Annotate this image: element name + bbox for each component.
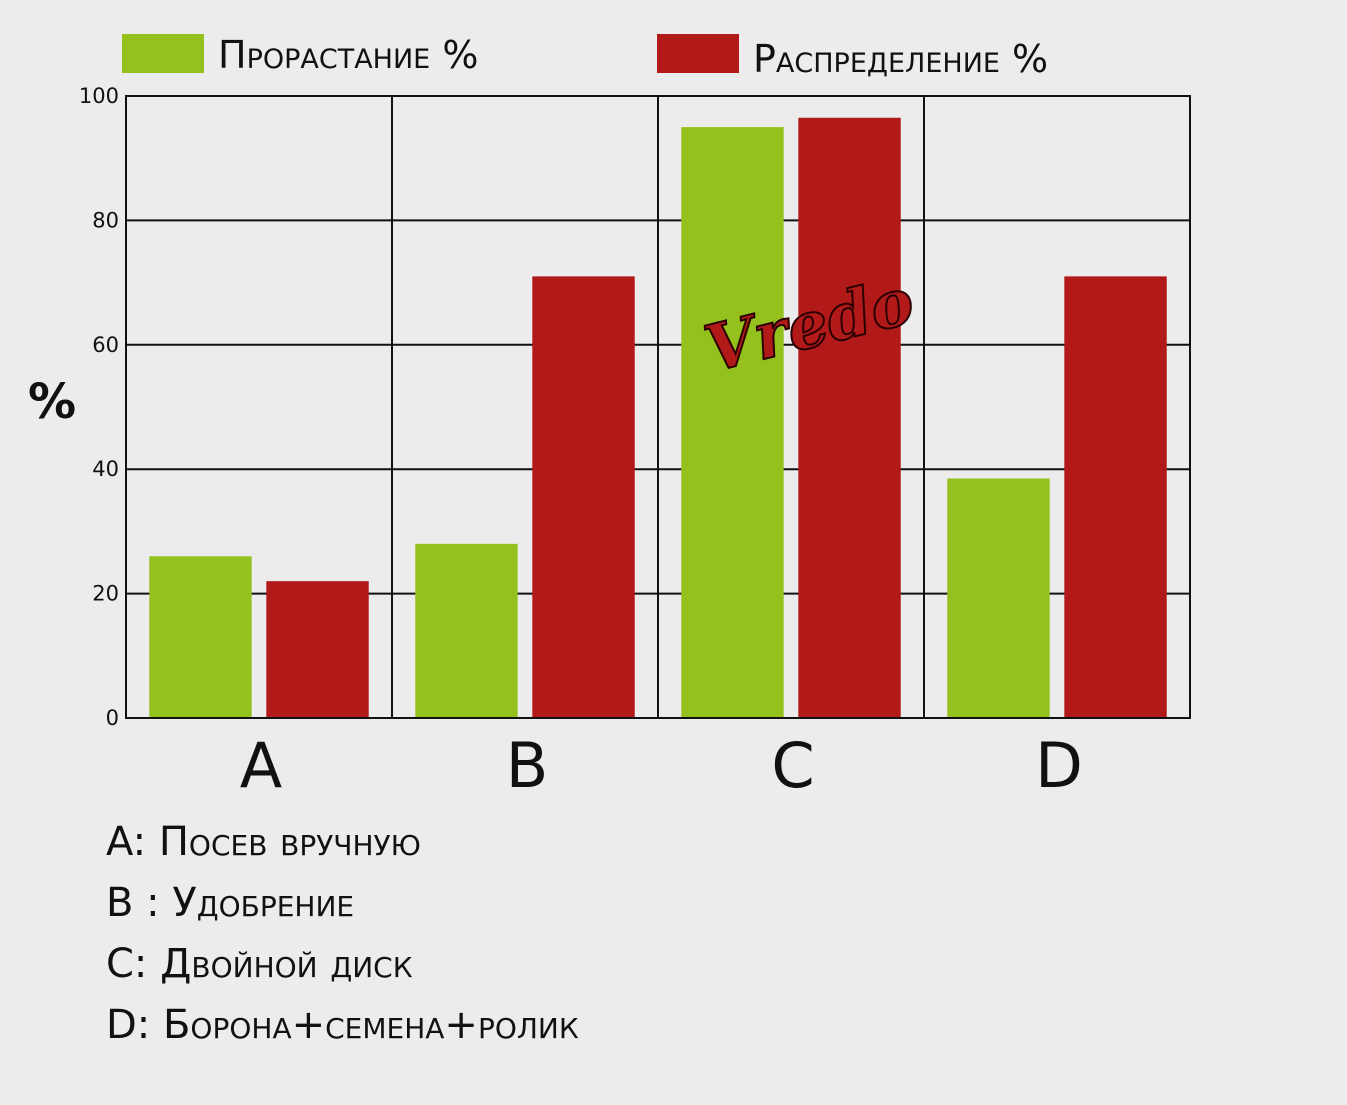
legend-swatch-germination: [122, 34, 204, 73]
plot-frame: [125, 95, 1191, 719]
note-a: A: Посев вручную: [106, 819, 421, 865]
x-axis-labels: A B C D: [240, 729, 1083, 800]
y-axis-label: %: [28, 374, 76, 430]
y-tick-40: 40: [92, 457, 119, 481]
bar-B-series-2: [532, 276, 635, 718]
bar-C-series-1: [681, 127, 784, 719]
x-tick-A: A: [240, 729, 282, 800]
category-notes: A: Посев вручную B : Удобрение C: Двойно…: [106, 812, 579, 1056]
y-tick-20: 20: [92, 582, 119, 606]
legend-swatch-distribution: [657, 34, 739, 73]
bar-A-series-2: [266, 581, 369, 718]
x-tick-B: B: [506, 729, 549, 800]
y-tick-100: 100: [79, 84, 119, 108]
bar-chart: Прорастание % Распределение % 0 20 40 60 80 1…: [28, 33, 1191, 800]
bar-D-series-1: [947, 478, 1050, 718]
bar-B-series-1: [415, 543, 518, 718]
bar-A-series-1: [149, 556, 252, 718]
y-tick-80: 80: [92, 208, 119, 232]
note-b: B : Удобрение: [106, 880, 355, 926]
bar-D-series-2: [1064, 276, 1167, 718]
bars: [149, 117, 1167, 719]
legend-label-distribution: Распределение %: [753, 37, 1048, 81]
y-axis-ticks: 0 20 40 60 80 100: [79, 84, 119, 730]
legend-label-germination: Прорастание %: [218, 33, 478, 77]
x-tick-D: D: [1035, 729, 1083, 800]
note-d: D: Борона+семена+ролик: [106, 1002, 579, 1048]
bar-C-series-2: [798, 117, 901, 718]
x-tick-C: C: [771, 729, 814, 800]
note-c: C: Двойной диск: [106, 941, 413, 987]
y-tick-60: 60: [92, 333, 119, 357]
y-tick-0: 0: [106, 706, 119, 730]
legend: Прорастание % Распределение %: [122, 33, 1048, 81]
